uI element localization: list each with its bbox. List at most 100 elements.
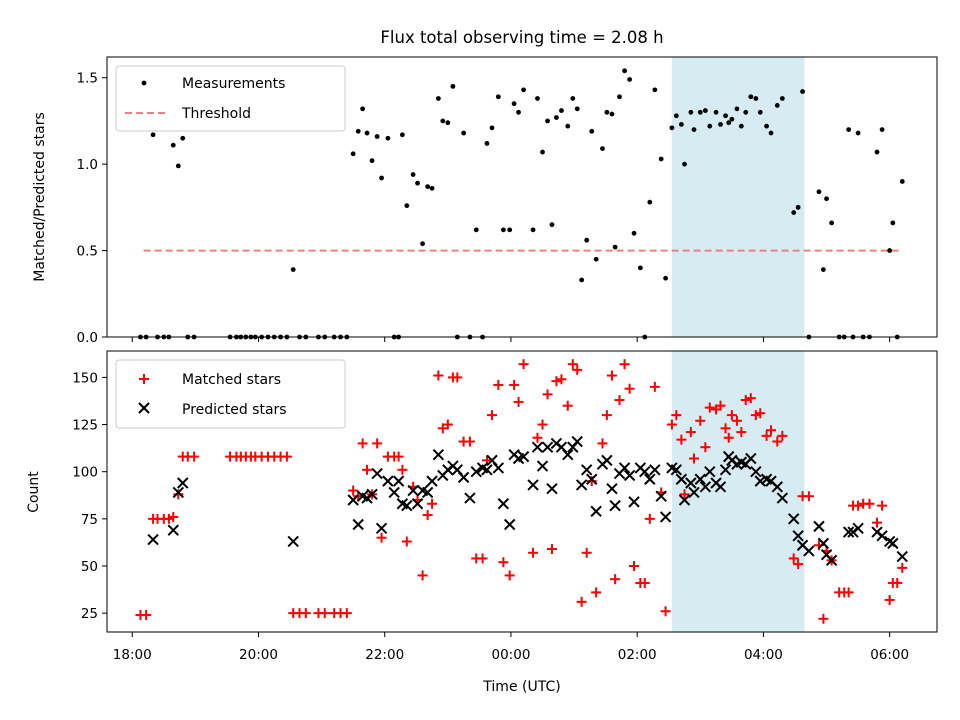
measurements-point — [673, 113, 679, 119]
predicted-stars-point — [601, 454, 613, 467]
predicted-stars-point — [392, 475, 405, 487]
matched-stars-point — [163, 513, 174, 524]
matched-stars-point — [591, 587, 602, 598]
measurements-point — [855, 130, 861, 136]
y-tick-label: 125 — [72, 418, 98, 434]
measurements-point — [887, 248, 893, 253]
matched-stars-point — [581, 547, 592, 558]
matched-stars-point — [877, 500, 888, 511]
measurements-point — [779, 96, 785, 101]
y-tick-label: 50 — [81, 559, 98, 575]
matched-stars-point — [442, 419, 453, 430]
x-axis-label: Time (UTC) — [482, 679, 560, 695]
matched-stars-point — [884, 594, 895, 605]
x-tick-label: 02:00 — [618, 647, 657, 663]
matched-stars-point — [614, 395, 625, 406]
measurements-point — [420, 241, 425, 247]
measurements-point — [584, 237, 590, 243]
measurements-point — [753, 96, 759, 101]
predicted-stars-point — [366, 488, 378, 501]
matched-stars-point — [629, 560, 640, 571]
predicted-stars-point — [649, 464, 661, 476]
predicted-stars-point — [792, 530, 804, 542]
matched-stars-point — [750, 410, 761, 421]
matched-stars-point — [695, 415, 706, 426]
predicted-stars-point — [517, 450, 530, 463]
measurements-point — [570, 96, 576, 101]
measurements-point — [450, 83, 456, 89]
predicted-stars-point — [609, 499, 621, 512]
measurements-point — [521, 87, 526, 93]
measurements-point — [489, 125, 495, 131]
predicted-stars-point — [776, 492, 789, 504]
measurements-point — [879, 127, 885, 132]
predicted-stars-point — [675, 473, 688, 485]
measurements-point — [553, 115, 559, 120]
ratio-legend: Measurements Threshold — [115, 65, 346, 132]
measurements-point — [379, 175, 384, 181]
matched-stars-point — [624, 383, 635, 394]
matched-stars-point — [897, 562, 908, 573]
measurements-point — [713, 109, 719, 115]
matched-stars-point — [556, 374, 567, 385]
measurements-point — [399, 132, 405, 138]
predicted-stars-point — [655, 490, 667, 502]
x-tick-label: 06:00 — [870, 647, 909, 663]
matched-stars-point — [562, 400, 573, 411]
measurements-point — [360, 106, 366, 112]
measurements-point — [757, 109, 763, 115]
measurements-point — [374, 134, 380, 139]
predicted-stars-point — [618, 462, 631, 474]
matched-stars-point — [671, 410, 682, 421]
matched-stars-point — [736, 427, 747, 438]
predicted-stars-point — [411, 498, 424, 510]
matched-stars-point — [551, 376, 562, 387]
legend-predicted-marker — [138, 402, 150, 414]
legend-threshold-label: Threshold — [181, 106, 251, 122]
matched-stars-point — [700, 442, 711, 453]
measurements-point — [768, 130, 774, 136]
predicted-stars-point — [639, 465, 651, 478]
predicted-stars-point — [426, 475, 438, 487]
predicted-stars-point — [497, 498, 510, 510]
predicted-stars-point — [503, 518, 516, 531]
matched-stars-point — [843, 587, 854, 598]
y-tick-label: 150 — [72, 370, 98, 386]
chart-title: Flux total observing time = 2.08 h — [380, 28, 663, 47]
predicted-stars-point — [788, 513, 800, 525]
y-tick-label: 0.0 — [77, 330, 98, 346]
measurements-point — [175, 163, 181, 169]
predicted-stars-point — [527, 479, 539, 491]
measurements-point — [791, 210, 797, 215]
measurements-point — [385, 135, 391, 141]
counts-axes-frame — [106, 350, 938, 633]
predicted-stars-point — [575, 479, 588, 491]
measurements-point — [795, 204, 801, 210]
measurements-point — [691, 127, 697, 132]
measurements-point — [507, 227, 513, 233]
matched-stars-point — [401, 536, 412, 547]
measurements-point — [631, 230, 637, 236]
measurements-point — [627, 77, 633, 82]
matched-stars-point — [300, 608, 311, 619]
measurements-point — [604, 109, 610, 115]
matched-stars-point — [745, 393, 756, 404]
legend-measurements-marker — [141, 80, 147, 86]
measurements-point — [559, 108, 564, 113]
measurements-point — [816, 189, 822, 195]
matched-stars-point — [452, 372, 463, 383]
matched-stars-point — [731, 415, 742, 426]
measurements-point — [516, 109, 521, 115]
x-tick-label: 20:00 — [239, 647, 278, 663]
predicted-stars-point — [719, 464, 732, 476]
measurements-point — [404, 203, 410, 209]
predicted-stars-point — [825, 554, 838, 567]
measurements-point — [500, 227, 506, 233]
matched-stars-point — [487, 410, 498, 421]
measurements-point — [170, 142, 176, 148]
measurements-point — [707, 123, 713, 129]
measurements-point — [473, 227, 479, 233]
predicted-stars-point — [813, 520, 825, 533]
measurements-point — [565, 123, 571, 129]
measurements-point — [495, 94, 501, 100]
